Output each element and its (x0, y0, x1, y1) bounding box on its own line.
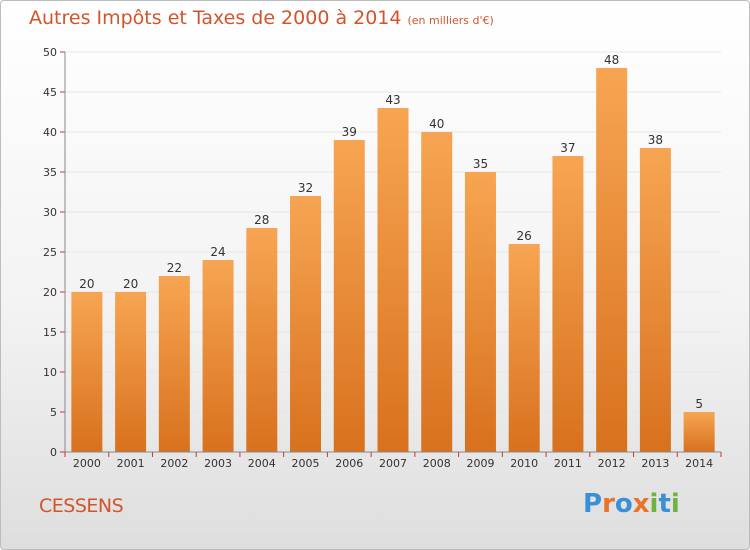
x-tick-label: 2010 (510, 457, 538, 470)
y-tick-label: 10 (43, 366, 57, 379)
bar-value-label: 43 (385, 93, 400, 107)
chart-subtitle: (en milliers d'€) (407, 14, 494, 27)
y-tick-label: 30 (43, 206, 57, 219)
x-tick-label: 2002 (160, 457, 188, 470)
logo-letter: i (670, 489, 680, 519)
x-tick-label: 2009 (466, 457, 494, 470)
proxiti-logo: Proxiti (583, 489, 680, 519)
x-tick-label: 2008 (423, 457, 451, 470)
y-tick-label: 0 (50, 446, 57, 459)
bar-value-label: 26 (517, 229, 532, 243)
x-tick-label: 2013 (641, 457, 669, 470)
bar (552, 156, 584, 452)
logo-letter: x (632, 489, 650, 519)
logo-letter: i (649, 489, 659, 519)
y-tick-label: 40 (43, 126, 57, 139)
logo-letter: r (602, 489, 615, 519)
bar-value-label: 20 (79, 277, 94, 291)
chart-title-text: Autres Impôts et Taxes de 2000 à 2014 (29, 7, 402, 29)
y-tick-label: 25 (43, 246, 57, 259)
bar-value-label: 32 (298, 181, 313, 195)
x-tick-label: 2000 (73, 457, 101, 470)
bar-value-label: 37 (560, 141, 575, 155)
bar (639, 148, 671, 452)
x-tick-label: 2001 (117, 457, 145, 470)
bar (421, 132, 453, 452)
x-tick-label: 2005 (292, 457, 320, 470)
y-tick-label: 5 (50, 406, 57, 419)
bar (158, 276, 190, 452)
bar-value-label: 40 (429, 117, 444, 131)
bar (246, 228, 278, 452)
bar-value-label: 48 (604, 53, 619, 67)
bar-value-label: 38 (648, 133, 663, 147)
bar (596, 68, 628, 452)
y-tick-label: 45 (43, 86, 57, 99)
bar-value-label: 35 (473, 157, 488, 171)
bar-value-label: 24 (210, 245, 225, 259)
y-tick-label: 15 (43, 326, 57, 339)
bar (683, 412, 715, 452)
bar-value-label: 20 (123, 277, 138, 291)
bar-value-label: 39 (342, 125, 357, 139)
bar (508, 244, 540, 452)
bar (71, 292, 103, 452)
x-tick-label: 2011 (554, 457, 582, 470)
logo-letter: o (614, 489, 633, 519)
bar (290, 196, 322, 452)
bar (464, 172, 496, 452)
chart-title: Autres Impôts et Taxes de 2000 à 2014 (en… (29, 7, 494, 29)
x-tick-label: 2012 (598, 457, 626, 470)
bar-value-label: 22 (167, 261, 182, 275)
logo-letter: t (658, 489, 671, 519)
y-tick-label: 50 (43, 46, 57, 59)
bar (115, 292, 147, 452)
bar (377, 108, 409, 452)
y-tick-label: 20 (43, 286, 57, 299)
bar-value-label: 5 (695, 397, 703, 411)
bar (202, 260, 234, 452)
x-tick-label: 2007 (379, 457, 407, 470)
x-tick-label: 2003 (204, 457, 232, 470)
bar-value-label: 28 (254, 213, 269, 227)
logo-letter: P (583, 489, 603, 519)
y-tick-label: 35 (43, 166, 57, 179)
x-tick-label: 2004 (248, 457, 276, 470)
bar (333, 140, 365, 452)
x-tick-label: 2014 (685, 457, 713, 470)
x-tick-label: 2006 (335, 457, 363, 470)
place-name: CESSENS (39, 495, 124, 517)
